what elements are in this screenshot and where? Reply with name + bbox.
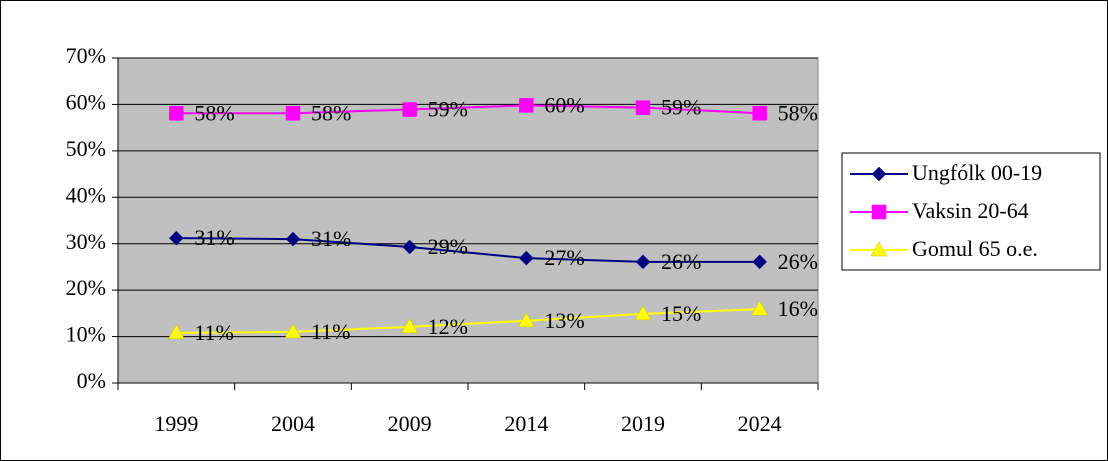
x-tick-label: 2009	[388, 411, 432, 436]
x-tick-label: 2019	[621, 411, 665, 436]
y-tick-label: 20%	[66, 275, 106, 300]
y-tick-label: 70%	[66, 43, 106, 68]
legend-marker	[870, 241, 888, 257]
legend-label: Ungfólk 00-19	[912, 160, 1042, 185]
series-line	[176, 308, 760, 334]
y-tick-label: 60%	[66, 89, 106, 114]
marker	[402, 239, 418, 255]
series-line	[176, 104, 760, 115]
value-label: 13%	[544, 308, 584, 333]
marker	[285, 231, 301, 247]
value-label: 58%	[311, 100, 351, 125]
y-tick-label: 50%	[66, 136, 106, 161]
marker	[401, 318, 419, 334]
value-label: 58%	[778, 100, 818, 125]
marker	[752, 254, 768, 270]
value-label: 59%	[661, 95, 701, 120]
value-label: 16%	[778, 296, 818, 321]
value-label: 12%	[428, 314, 468, 339]
value-label: 15%	[661, 301, 701, 326]
legend-label: Vaksin 20-64	[912, 198, 1029, 223]
series-line	[176, 237, 760, 263]
plot-area	[117, 57, 819, 384]
marker	[518, 250, 534, 266]
marker	[634, 305, 652, 321]
marker	[519, 98, 534, 113]
value-label: 11%	[194, 320, 234, 345]
value-label: 59%	[428, 97, 468, 122]
x-tick-label: 1999	[154, 411, 198, 436]
marker	[751, 300, 769, 316]
marker	[517, 312, 535, 328]
marker	[285, 106, 301, 121]
value-label: 58%	[194, 100, 234, 125]
marker	[169, 106, 184, 121]
value-label: 29%	[428, 234, 468, 259]
marker	[635, 100, 651, 115]
value-label: 31%	[194, 225, 234, 250]
legend-marker	[871, 166, 887, 182]
marker	[635, 254, 651, 270]
legend-label: Gomul 65 o.e.	[912, 236, 1038, 261]
value-label: 26%	[661, 249, 701, 274]
value-label: 31%	[311, 226, 351, 251]
marker	[284, 323, 302, 339]
marker	[167, 324, 185, 340]
marker	[402, 102, 417, 117]
value-label: 11%	[311, 319, 351, 344]
y-tick-label: 10%	[66, 322, 106, 347]
y-tick-label: 30%	[66, 229, 106, 254]
x-tick-label: 2014	[504, 411, 548, 436]
value-label: 60%	[544, 92, 584, 117]
value-label: 26%	[778, 249, 818, 274]
y-tick-label: 40%	[66, 182, 106, 207]
legend-marker	[871, 204, 887, 220]
value-label: 27%	[544, 245, 584, 270]
x-tick-label: 2004	[271, 411, 315, 436]
marker	[168, 230, 184, 246]
marker	[752, 106, 767, 121]
x-tick-label: 2024	[738, 411, 782, 436]
y-tick-label: 0%	[77, 368, 106, 393]
